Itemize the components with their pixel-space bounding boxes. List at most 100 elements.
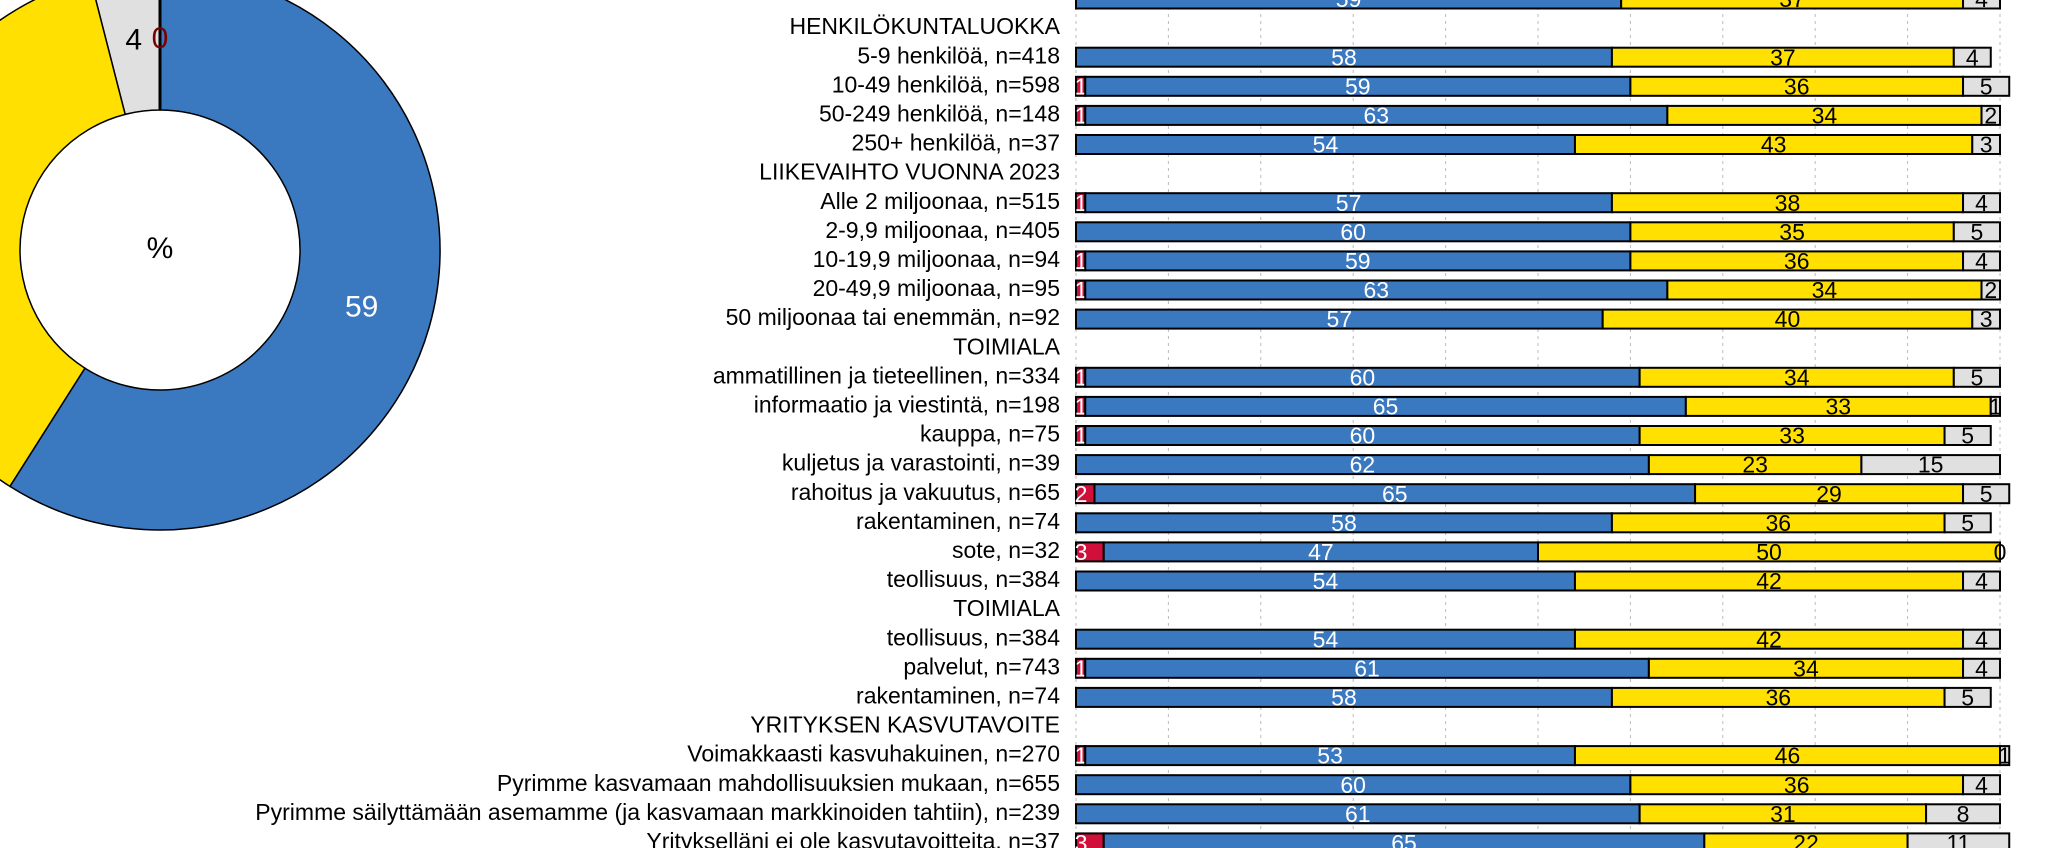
category-label: 10-19,9 miljoonaa, n=94 [813, 246, 1061, 272]
bar-value-label: 46 [1775, 743, 1801, 769]
bar-segment [1952, 221, 2002, 243]
bar-value-label: 22 [1793, 830, 1819, 848]
bar-value-label: 34 [1812, 277, 1838, 303]
bar-segment [1952, 366, 2002, 388]
bar-value-label: 36 [1765, 510, 1791, 536]
bar-value-label: 5 [1971, 219, 1984, 245]
bar-segment [1962, 570, 2002, 592]
bar-value-label: 65 [1391, 830, 1417, 848]
bar-value-label: 4 [1975, 568, 1988, 594]
bar-value-label: 5 [1961, 684, 1974, 710]
bar-value-label: 40 [1775, 306, 1801, 332]
bar-value-label: 2 [1984, 102, 1997, 128]
bar-segment [1971, 308, 2002, 330]
bar-segment [1943, 425, 1992, 446]
category-label: 2-9,9 miljoonaa, n=405 [825, 217, 1060, 243]
bar-value-label: 11 [1946, 830, 1970, 848]
category-label: Voimakkaasti kasvuhakuinen, n=270 [687, 741, 1060, 767]
donut-center-label: % [147, 232, 174, 265]
bar-value-label: 62 [1350, 452, 1376, 478]
bar-value-label: 35 [1779, 219, 1805, 245]
bar-value-label: 54 [1313, 568, 1339, 594]
bar-segment [1537, 541, 2001, 563]
bar-value-label: 54 [1313, 132, 1339, 158]
category-label: rahoitus ja vakuutus, n=65 [791, 479, 1060, 505]
bar-value-label: 65 [1382, 481, 1408, 507]
bar-value-label: 15 [1918, 452, 1944, 478]
bar-value-label: 1 [1075, 102, 1088, 128]
bar-value-label: 4 [1975, 626, 1988, 652]
bar-value-label: 5 [1961, 423, 1974, 449]
bar-segment [1962, 250, 2002, 272]
bar-value-label: 54 [1313, 626, 1339, 652]
bar-value-label: 4 [1975, 190, 1988, 216]
bar-value-label: 4 [1975, 248, 1988, 274]
bar-value-label: 60 [1340, 219, 1366, 245]
donut-slice [8, 0, 441, 531]
bar-value-label: 34 [1784, 364, 1810, 390]
bar-segment [1906, 832, 2011, 848]
bar-segment [1943, 686, 1992, 708]
bar-value-label: 57 [1336, 190, 1362, 216]
bar-value-label: 23 [1742, 452, 1768, 478]
bar-segment [1980, 104, 2002, 126]
category-label: rakentaminen, n=74 [856, 508, 1060, 534]
bar-value-label: 29 [1816, 481, 1842, 507]
bar-value-label: 60 [1350, 423, 1376, 449]
bar-value-label: 1 [1998, 743, 2011, 769]
bar-segment [1989, 395, 2002, 417]
donut-value-label: 4 [125, 24, 142, 57]
bar-value-label: 1 [1075, 743, 1088, 769]
bar-value-label: 58 [1331, 684, 1357, 710]
bar-value-label: 4 [1975, 655, 1988, 681]
bar-value-label: 37 [1779, 0, 1805, 12]
bar-value-label: 61 [1354, 655, 1380, 681]
category-label: TOIMIALA [953, 333, 1061, 359]
bar-value-label: 1 [1075, 73, 1088, 99]
category-label: 20-49,9 miljoonaa, n=95 [813, 275, 1060, 301]
category-label: teollisuus, n=384 [887, 624, 1060, 650]
bar-value-label: 63 [1364, 277, 1390, 303]
bar-value-label: 34 [1812, 102, 1838, 128]
bar-value-label: 1 [1075, 364, 1088, 390]
bar-segment [1952, 46, 1992, 68]
bar-segment [1962, 75, 2011, 97]
bar-value-label: 36 [1765, 684, 1791, 710]
bar-value-label: 4 [1975, 0, 1988, 12]
bar-segment [1075, 0, 1623, 10]
bar-value-label: 33 [1826, 393, 1852, 419]
bar-value-label: 33 [1779, 423, 1805, 449]
bar-value-label: 8 [1957, 801, 1970, 827]
bar-value-label: 59 [1336, 0, 1362, 12]
bar-value-label: 37 [1770, 44, 1796, 70]
bar-value-label: 5 [1980, 481, 1993, 507]
donut-slice [0, 0, 127, 488]
bar-segment [1962, 628, 2002, 650]
category-label: LIIKEVAIHTO VUONNA 2023 [759, 159, 1060, 185]
bar-value-label: 5 [1971, 364, 1984, 390]
bar-value-label: 36 [1784, 772, 1810, 798]
category-label: YRITYKSEN KASVUTAVOITE [750, 712, 1060, 738]
bar-value-label: 3 [1075, 830, 1088, 848]
bar-value-label: 58 [1331, 44, 1357, 70]
bar-value-label: 2 [1075, 481, 1088, 507]
bar-value-label: 60 [1340, 772, 1366, 798]
bar-segment [1999, 745, 2011, 767]
category-label: TOIMIALA [953, 595, 1061, 621]
donut-value-label: 0 [152, 22, 169, 55]
bar-value-label: 59 [1345, 248, 1371, 274]
category-label: Pyrimme kasvamaan mahdollisuuksien mukaa… [497, 770, 1060, 796]
bar-value-label: 1 [1075, 655, 1088, 681]
category-label: ammatillinen ja tieteellinen, n=334 [713, 362, 1060, 388]
bar-value-label: 1 [1989, 393, 2002, 419]
category-label: sote, n=32 [952, 537, 1060, 563]
bar-value-label: 31 [1770, 801, 1796, 827]
bar-value-label: 59 [1345, 73, 1371, 99]
bar-value-label: 3 [1980, 132, 1993, 158]
bar-value-label: 5 [1980, 73, 1993, 99]
category-label: 50-249 henkilöä, n=148 [819, 100, 1060, 126]
bar-value-label: 4 [1966, 44, 1979, 70]
category-label: informaatio ja viestintä, n=198 [754, 391, 1060, 417]
bar-segment [1943, 512, 1992, 534]
bar-value-label: 1 [1075, 190, 1088, 216]
